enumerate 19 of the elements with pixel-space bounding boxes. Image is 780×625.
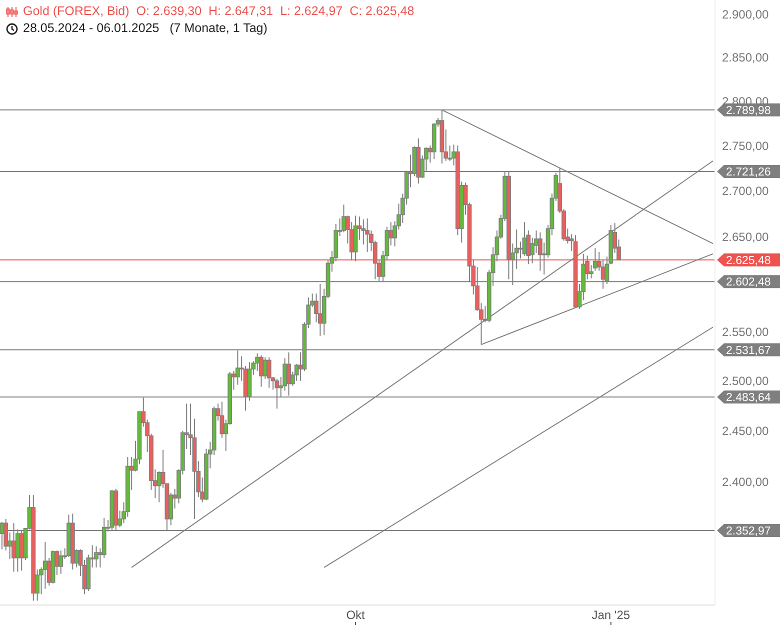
ref-line-label: 2.625,48: [726, 254, 771, 267]
x-tick-label: Jan '25: [592, 608, 630, 622]
y-tick-label: 2.700,00: [722, 184, 770, 198]
y-tick-label: 2.400,00: [722, 474, 770, 489]
text: 28.05.2024 - 06.01.2025 (7 Monate, 1 Tag): [22, 20, 268, 37]
chart-title: Gold (FOREX, Bid) O: 2.639,30 H: 2.647,31 L: 2.624,97 C: 2.625,48: [22, 3, 414, 20]
ref-line-label: 2.721,26: [726, 166, 771, 178]
y-tick-label: 2.500,00: [722, 374, 770, 388]
ref-line-label: 2.602,48: [726, 276, 771, 289]
y-tick-label: 2.650,00: [722, 230, 770, 244]
y-tick-label: 2.900,00: [722, 8, 770, 22]
y-tick-label: 2.850,00: [722, 50, 770, 65]
x-tick-label: Okt: [346, 608, 366, 622]
ref-line-label: 2.531,67: [726, 344, 771, 357]
y-tick-label: 2.750,00: [722, 138, 770, 153]
y-tick-label: 2.550,00: [722, 325, 770, 340]
ref-line-label: 2.352,97: [726, 525, 771, 538]
y-tick-label: 2.450,00: [722, 424, 770, 438]
ref-line-label: 2.483,64: [726, 392, 772, 404]
